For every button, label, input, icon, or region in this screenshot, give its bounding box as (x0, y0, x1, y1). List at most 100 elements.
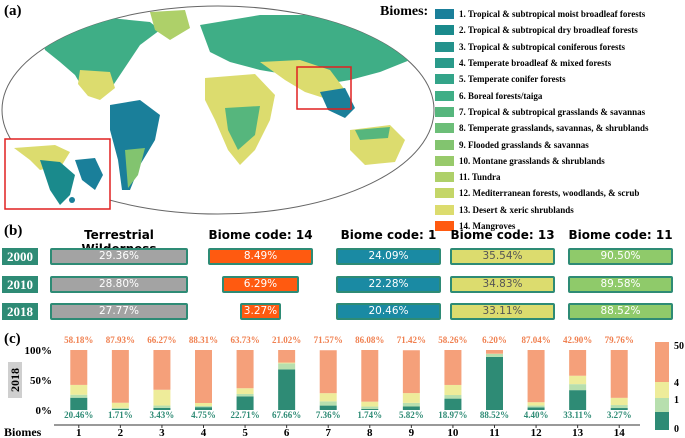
wilderness-bar-fill (52, 278, 186, 291)
legend-swatch (435, 221, 454, 231)
legend-swatch (435, 25, 454, 36)
bar-segment (236, 393, 254, 397)
bar-segment (569, 384, 587, 391)
year-tag: 2010 (2, 276, 38, 293)
southeast-asia (320, 88, 355, 118)
legend-item: 13. Desert & xeric shrublands (435, 202, 685, 218)
legend-swatch (435, 188, 454, 199)
legend-label: 2. Tropical & subtropical dry broadleaf … (459, 25, 638, 36)
legend-label: 3. Tropical & subtropical coniferous for… (459, 41, 626, 52)
wilderness-bar-label: 34.83% (482, 278, 523, 290)
bar-segment (319, 350, 337, 394)
bar-segment (70, 384, 88, 395)
wilderness-bar-fill (52, 305, 186, 318)
wilderness-bar: 22.28% (336, 276, 441, 293)
side-legend-segment (655, 382, 669, 398)
x-tick-label: 3 (159, 427, 165, 438)
bar-segment (278, 363, 296, 370)
bar-top-label: 58.18% (64, 335, 93, 345)
wilderness-bar-fill (338, 278, 439, 291)
bar-segment (153, 350, 171, 390)
wilderness-bar-label: 8.49% (243, 250, 278, 262)
bar-segment (278, 350, 296, 363)
wilderness-bar-fill (52, 250, 186, 263)
wilderness-bar-label: 28.80% (98, 278, 140, 290)
bar-segment (402, 406, 420, 410)
wilderness-bar: 33.11% (450, 303, 555, 320)
bar-segment (527, 350, 545, 403)
wilderness-bar: 89.58% (568, 276, 673, 293)
bar-top-label: 87.93% (106, 335, 135, 345)
legend-item: 8. Temperate grasslands, savannas, & shr… (435, 120, 685, 136)
bar-segment (195, 402, 212, 406)
wilderness-bar: 24.09% (336, 248, 441, 265)
bar-segment (195, 350, 212, 403)
bar-segment (236, 350, 254, 389)
legend-swatch (435, 155, 454, 166)
continents (40, 10, 420, 190)
bar-bottom-label: 4.75% (191, 410, 216, 420)
bar-top-label: 21.02% (272, 335, 301, 345)
legend-label: 5. Temperate conifer forests (459, 74, 566, 85)
bar-bottom-label: 1.71% (108, 410, 133, 420)
wilderness-header: Biome code: 14 (208, 228, 313, 242)
legend-item: 10. Montane grasslands & shrublands (435, 153, 685, 169)
bar-segment (319, 401, 337, 406)
bar-top-label: 63.73% (230, 335, 259, 345)
wilderness-bar-fill (210, 250, 311, 263)
bar-segment (195, 405, 212, 408)
bar-bottom-label: 18.97% (438, 410, 467, 420)
bar-bottom-label: 22.71% (230, 410, 259, 420)
legend-title: Biomes: (380, 4, 429, 19)
bar-bottom-label: 3.43% (150, 410, 175, 420)
bar-segment (527, 407, 545, 410)
bar-segment (278, 369, 296, 410)
y-tick-label: 50% (30, 375, 52, 387)
y-tick-label: 0% (36, 405, 53, 417)
africa-central (225, 106, 260, 150)
wilderness-bar: 27.77% (50, 303, 188, 320)
wilderness-bar-fill (338, 250, 439, 263)
wilderness-bar-fill (570, 250, 671, 263)
legend-item: 3. Tropical & subtropical coniferous for… (435, 39, 685, 55)
bar-segment (402, 393, 420, 403)
x-tick-label: 8 (367, 427, 373, 438)
x-tick-label: 10 (447, 427, 459, 438)
year-label: 2018 (8, 368, 22, 392)
x-tick-label: 1 (76, 427, 82, 438)
bar-segment (153, 389, 171, 406)
legend-item: 11. Tundra (435, 169, 685, 185)
legend-item: 12. Mediterranean forests, woodlands, & … (435, 185, 685, 201)
bar-segment (361, 408, 379, 410)
legend-swatch (435, 106, 454, 117)
legend-swatch (435, 41, 454, 52)
wilderness-bar-fill (452, 278, 553, 291)
legend-label: 13. Desert & xeric shrublands (459, 204, 574, 215)
wilderness-bar-fill (570, 278, 671, 291)
wilderness-bar-label: 24.09% (368, 250, 409, 262)
bar-top-label: 6.20% (482, 335, 507, 345)
bar-segment (402, 402, 420, 407)
bar-segment (527, 402, 545, 406)
bar-segment (278, 362, 296, 364)
year-tag: 2000 (2, 248, 38, 265)
bar-bottom-label: 67.66% (272, 410, 301, 420)
bar-segment (444, 398, 462, 410)
wilderness-bar: 88.52% (568, 303, 673, 320)
x-tick-label: 4 (201, 427, 207, 438)
bar-segment (111, 407, 129, 409)
wilderness-bar-label: 27.77% (98, 305, 140, 317)
south-america (110, 100, 160, 190)
side-legend-label: 0 (674, 424, 679, 435)
bar-segment (111, 408, 129, 410)
highlight-box-south-asia (296, 66, 352, 110)
inset-map (14, 145, 103, 205)
side-legend-segment (655, 412, 669, 430)
bar-segment (486, 350, 503, 354)
wilderness-bar-label: 90.50% (600, 250, 641, 262)
bar-segment (569, 350, 587, 376)
wilderness-header: Biome code: 11 (568, 228, 673, 242)
wilderness-bar-label: 35.54% (482, 250, 523, 262)
bar-bottom-label: 7.36% (316, 410, 341, 420)
